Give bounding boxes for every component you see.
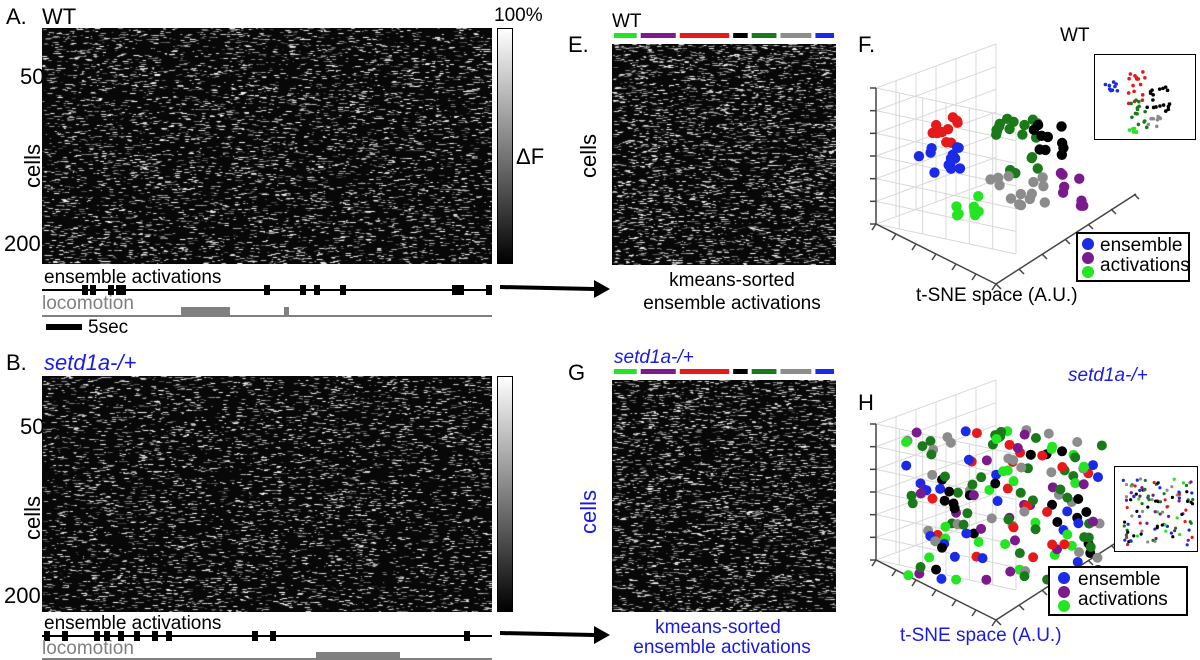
panel-h-inset — [1114, 466, 1198, 552]
panel-f-inset — [1094, 54, 1196, 140]
panel-h-legend-line-2: activations — [1078, 589, 1168, 610]
panel-e-heatmap — [612, 44, 836, 265]
panel-f-legend-line-1: ensemble — [1100, 235, 1183, 256]
panel-h-legend: ensemble activations — [1048, 566, 1188, 616]
panel-a-heatmap — [42, 28, 492, 264]
panel-a-colorbar — [497, 28, 513, 264]
panel-f-genotype: WT — [1060, 25, 1090, 46]
panel-f-legend: ensemble activations — [1076, 232, 1190, 282]
panel-g-caption-1: kmeans-sorted — [655, 617, 781, 638]
panel-a-ensemble-label: ensemble activations — [44, 267, 222, 288]
panel-b-genotype: setd1a-/+ — [44, 350, 137, 375]
panel-e-caption-2: ensemble activations — [643, 293, 821, 314]
panel-e-genotype: WT — [612, 11, 642, 32]
panel-g-letter: G — [568, 360, 586, 385]
panel-a-locomotion-label: locomotion — [42, 293, 134, 314]
panel-g-genotype: setd1a-/+ — [614, 347, 694, 368]
panel-e-caption-1: kmeans-sorted — [669, 270, 795, 291]
panel-b-locomotion-label: locomotion — [42, 638, 134, 659]
panel-b-ytick-200: 200 — [4, 583, 41, 608]
panel-b-ensemble-label: ensemble activations — [44, 613, 222, 634]
panel-a-ytick-50: 50 — [20, 64, 45, 89]
panel-h-axis-label: t-SNE space (A.U.) — [900, 625, 1062, 646]
panel-a-letter: A. — [6, 4, 27, 29]
panel-a-colorbar-label: ΔF — [516, 144, 545, 169]
panel-b-heatmap — [42, 376, 492, 612]
panel-h-letter: H — [858, 390, 874, 415]
panel-h-genotype: setd1a-/+ — [1068, 365, 1148, 386]
panel-b-colorbar — [497, 376, 513, 612]
panel-b-ytick-50: 50 — [20, 414, 45, 439]
panel-g-caption-2: ensemble activations — [633, 637, 811, 658]
panel-b-letter: B. — [6, 350, 27, 375]
panel-a-scalebar-label: 5sec — [88, 317, 129, 338]
panel-e-letter: E. — [568, 32, 589, 57]
panel-f-axis-label: t-SNE space (A.U.) — [916, 285, 1078, 306]
panel-g-heatmap — [612, 380, 836, 612]
panel-h-legend-line-1: ensemble — [1078, 569, 1161, 590]
panel-f-legend-line-2: activations — [1100, 255, 1190, 276]
panel-f-letter: F. — [858, 32, 876, 57]
panel-a-colorbar-max: 100% — [494, 5, 543, 26]
panel-a-genotype: WT — [42, 4, 77, 29]
panel-a-ytick-200: 200 — [4, 231, 41, 256]
